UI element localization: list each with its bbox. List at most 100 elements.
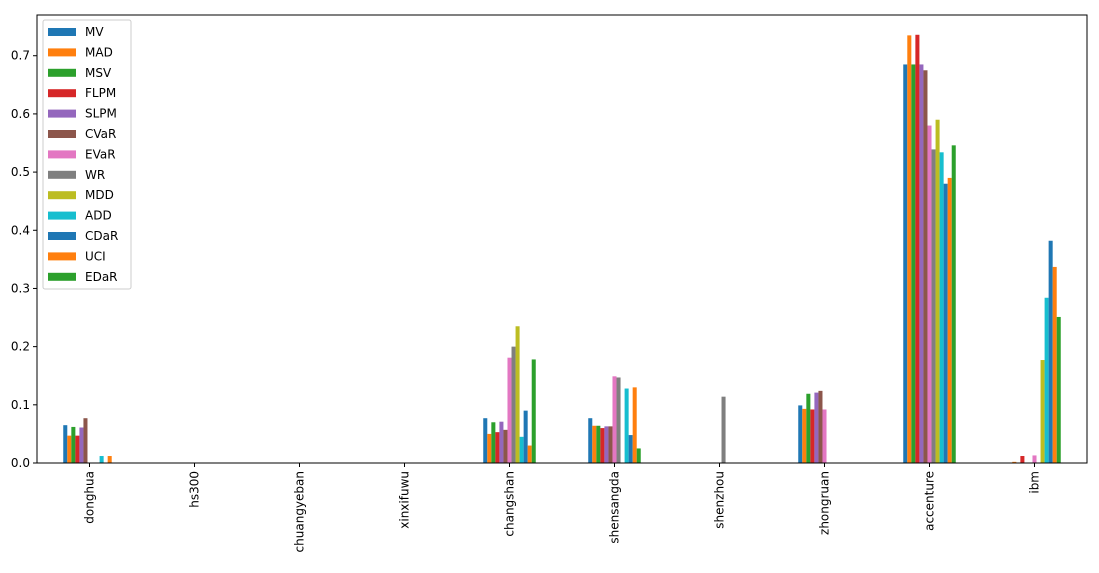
x-tick-label: shenzhou — [713, 471, 727, 529]
bar-wr-accenture — [931, 149, 936, 463]
bar-slpm-shensangda — [604, 426, 609, 463]
legend-swatch-uci — [48, 252, 76, 261]
bar-msv-zhongruan — [806, 393, 811, 463]
legend-swatch-evar — [48, 150, 76, 159]
legend-swatch-slpm — [48, 109, 76, 118]
bar-add-changshan — [519, 436, 524, 463]
legend-swatch-add — [48, 211, 76, 220]
legend-swatch-mdd — [48, 191, 76, 200]
legend-label-wr: WR — [85, 168, 105, 182]
legend-swatch-flpm — [48, 89, 76, 98]
legend-swatch-msv — [48, 68, 76, 77]
bar-cdar-accenture — [943, 183, 948, 464]
bar-mdd-accenture — [935, 119, 940, 463]
bar-evar-changshan — [507, 357, 512, 463]
legend-label-mad: MAD — [85, 45, 113, 59]
x-tick-label: chuangyeban — [293, 471, 307, 552]
legend-label-slpm: SLPM — [85, 107, 117, 121]
bar-edar-accenture — [951, 145, 956, 463]
bar-add-donghua — [99, 456, 104, 463]
bar-edar-shensangda — [636, 448, 641, 463]
bar-flpm-accenture — [915, 34, 920, 463]
bar-cvar-zhongruan — [818, 390, 823, 463]
y-axis: 0.0 0.1 0.2 0.3 0.4 0.5 0.6 0.7 — [11, 49, 37, 470]
bar-flpm-ibm — [1020, 456, 1025, 463]
bar-uci-shensangda — [632, 387, 637, 463]
bar-cvar-shensangda — [608, 426, 613, 463]
legend-swatch-mad — [48, 48, 76, 57]
bar-msv-accenture — [911, 64, 916, 463]
bar-mad-shensangda — [592, 425, 597, 463]
x-axis: donghua hs300 chuangyeban xinxifuwu changsha… — [83, 463, 1042, 552]
bar-cvar-accenture — [923, 70, 928, 464]
legend-label-cdar: CDaR — [85, 229, 118, 243]
bar-mv-zhongruan — [798, 405, 803, 463]
bar-mad-zhongruan — [802, 408, 807, 463]
bar-mv-shensangda — [588, 418, 593, 463]
legend-swatch-wr — [48, 170, 76, 179]
x-tick-label: changshan — [503, 471, 517, 537]
legend-label-flpm: FLPM — [85, 86, 116, 100]
bar-cvar-changshan — [503, 429, 508, 463]
bar-add-accenture — [939, 152, 944, 463]
bar-edar-changshan — [531, 359, 536, 463]
bar-wr-shensangda — [616, 377, 621, 463]
bar-mv-accenture — [903, 64, 908, 463]
bar-mdd-ibm — [1040, 360, 1045, 463]
legend-label-edar: EDaR — [85, 270, 118, 284]
bar-slpm-zhongruan — [814, 392, 819, 463]
bar-edar-ibm — [1056, 316, 1061, 463]
bar-slpm-donghua — [79, 427, 84, 463]
bar-cvar-donghua — [83, 418, 88, 463]
bar-mad-accenture — [907, 35, 912, 464]
y-tick-label: 0.7 — [11, 49, 30, 63]
legend-swatch-mv — [48, 28, 76, 36]
bar-wr-shenzhou — [721, 396, 726, 463]
bar-flpm-donghua — [75, 435, 80, 463]
legend-swatch-cdar — [48, 232, 76, 240]
x-tick-label: accenture — [923, 471, 937, 531]
bar-evar-zhongruan — [822, 409, 827, 463]
bar-add-ibm — [1044, 297, 1049, 463]
y-tick-label: 0.0 — [11, 456, 30, 470]
legend-swatch-cvar — [48, 130, 76, 138]
bar-flpm-shensangda — [600, 428, 605, 463]
bar-evar-shensangda — [612, 376, 617, 463]
bar-msv-changshan — [491, 422, 496, 463]
bar-cdar-changshan — [523, 410, 528, 463]
x-tick-label: donghua — [83, 471, 97, 524]
bar-uci-changshan — [527, 445, 532, 463]
legend-frame — [42, 19, 132, 290]
bar-mv-changshan — [483, 418, 488, 463]
y-tick-label: 0.3 — [11, 281, 30, 295]
bar-slpm-changshan — [499, 421, 504, 463]
y-tick-label: 0.6 — [11, 107, 30, 121]
bar-mdd-changshan — [515, 326, 520, 463]
bar-cdar-shensangda — [628, 435, 633, 463]
bar-mad-ibm — [1012, 461, 1017, 463]
bar-flpm-zhongruan — [810, 409, 815, 463]
legend-swatch-edar — [48, 272, 76, 281]
bars-group — [63, 34, 1061, 464]
y-tick-label: 0.5 — [11, 165, 30, 179]
x-tick-label: shensangda — [608, 471, 622, 544]
bar-uci-accenture — [947, 177, 952, 463]
legend-label-mdd: MDD — [85, 188, 114, 202]
x-tick-label: zhongruan — [818, 471, 832, 535]
bar-msv-donghua — [71, 426, 76, 463]
bar-evar-ibm — [1032, 455, 1037, 463]
x-tick-label: ibm — [1028, 471, 1042, 494]
y-tick-label: 0.4 — [11, 223, 30, 237]
legend-label-uci: UCI — [85, 249, 106, 263]
legend-label-cvar: CVaR — [85, 127, 116, 141]
bar-add-shensangda — [624, 388, 629, 463]
legend-label-evar: EVaR — [85, 147, 116, 161]
bar-wr-changshan — [511, 346, 516, 463]
x-tick-label: xinxifuwu — [398, 471, 412, 529]
plot-frame — [36, 14, 1088, 464]
bar-slpm-accenture — [919, 64, 924, 463]
bar-cdar-ibm — [1048, 240, 1053, 463]
x-tick-label: hs300 — [188, 471, 202, 508]
bar-uci-ibm — [1052, 266, 1057, 463]
